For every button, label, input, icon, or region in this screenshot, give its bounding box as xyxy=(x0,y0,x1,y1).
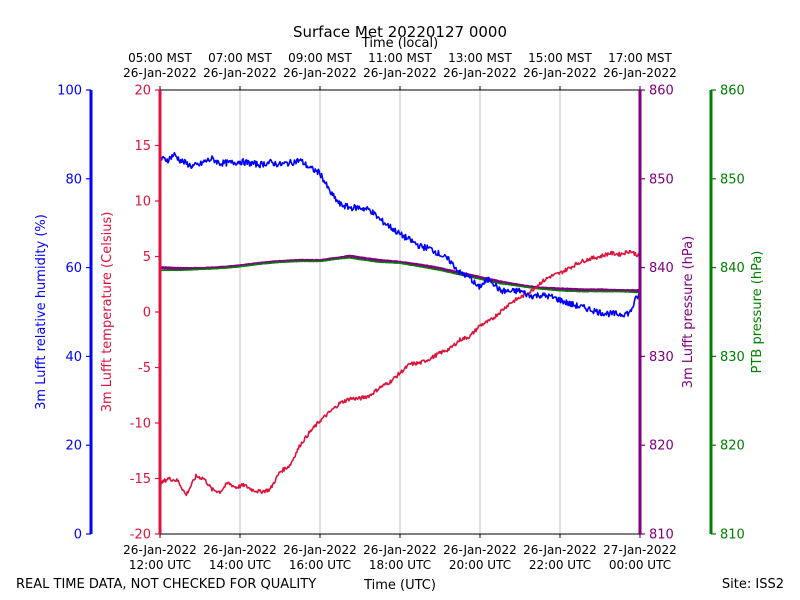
x-tick-label-utc-time: 14:00 UTC xyxy=(209,558,271,572)
x-tick-label-utc-time: 18:00 UTC xyxy=(369,558,431,572)
x-tick-label-utc-time: 00:00 UTC xyxy=(609,558,671,572)
temp-tick-label: 15 xyxy=(134,139,151,154)
lufft-pressure-tick-label: 840 xyxy=(649,261,674,276)
x-tick-label-utc-time: 20:00 UTC xyxy=(449,558,511,572)
temp-tick-label: -5 xyxy=(138,361,151,376)
lufft-pressure-tick-label: 860 xyxy=(649,84,674,99)
x-tick-label-local-date: 26-Jan-2022 xyxy=(363,66,437,80)
ptb-pressure-tick-label: 860 xyxy=(720,84,745,99)
rh-tick-label: 0 xyxy=(74,528,82,543)
series-3m-lufft-relative-humidity xyxy=(159,151,641,318)
x-tick-label-utc-time: 22:00 UTC xyxy=(529,558,591,572)
x-axis-label: Time (UTC) xyxy=(363,578,436,593)
x-tick-label-local-time: 05:00 MST xyxy=(128,51,192,65)
x-tick-label-utc-time: 16:00 UTC xyxy=(289,558,351,572)
site-label: Site: ISS2 xyxy=(722,577,784,592)
x-tick-label-utc-date: 27-Jan-2022 xyxy=(603,543,677,557)
lufft-pressure-tick-label: 820 xyxy=(649,439,674,454)
temp-tick-label: 20 xyxy=(134,84,151,99)
data-series xyxy=(159,151,641,497)
lufft-pressure-tick-label: 850 xyxy=(649,172,674,187)
rh-axis-label: 3m Lufft relative humidity (%) xyxy=(34,214,49,410)
x-tick-label-local-time: 17:00 MST xyxy=(608,51,672,65)
x-tick-label-utc-time: 12:00 UTC xyxy=(129,558,191,572)
rh-tick-label: 40 xyxy=(65,350,82,365)
lufft-pressure-axis-label: 3m Lufft pressure (hPa) xyxy=(681,236,696,388)
temp-tick-label: -15 xyxy=(130,472,151,487)
x-tick-label-local-time: 11:00 MST xyxy=(368,51,432,65)
x-tick-label-local-time: 13:00 MST xyxy=(448,51,512,65)
ptb-pressure-tick-label: 830 xyxy=(720,350,745,365)
ptb-pressure-axis-label: PTB pressure (hPa) xyxy=(750,251,765,374)
x-tick-label-utc-date: 26-Jan-2022 xyxy=(203,543,277,557)
temp-tick-label: 0 xyxy=(143,306,151,321)
x-tick-label-utc-date: 26-Jan-2022 xyxy=(363,543,437,557)
x-tick-label-local-date: 26-Jan-2022 xyxy=(443,66,517,80)
quality-disclaimer: REAL TIME DATA, NOT CHECKED FOR QUALITY xyxy=(16,577,316,592)
x-tick-label-local-date: 26-Jan-2022 xyxy=(603,66,677,80)
ptb-pressure-tick-label: 820 xyxy=(720,439,745,454)
x-tick-label-utc-date: 26-Jan-2022 xyxy=(523,543,597,557)
x-tick-label-local-date: 26-Jan-2022 xyxy=(123,66,197,80)
x-tick-label-utc-date: 26-Jan-2022 xyxy=(443,543,517,557)
x-tick-label-local-date: 26-Jan-2022 xyxy=(523,66,597,80)
rh-tick-label: 80 xyxy=(65,172,82,187)
ptb-pressure-tick-label: 840 xyxy=(720,261,745,276)
temp-tick-label: -10 xyxy=(130,417,151,432)
x-tick-label-local-date: 26-Jan-2022 xyxy=(203,66,277,80)
series-3m-lufft-temperature xyxy=(159,249,641,497)
temp-axis-label: 3m Lufft temperature (Celsius) xyxy=(100,212,115,413)
x-tick-label-local-time: 09:00 MST xyxy=(288,51,352,65)
chart-title: Surface Met 20220127 0000 xyxy=(293,23,507,41)
x-tick-label-utc-date: 26-Jan-2022 xyxy=(283,543,357,557)
x-tick-label-local-time: 07:00 MST xyxy=(208,51,272,65)
x-tick-label-local-time: 15:00 MST xyxy=(528,51,592,65)
lufft-pressure-tick-label: 830 xyxy=(649,350,674,365)
temp-tick-label: 10 xyxy=(134,195,151,210)
temp-tick-label: -20 xyxy=(130,528,151,543)
ptb-pressure-tick-label: 850 xyxy=(720,172,745,187)
rh-tick-label: 20 xyxy=(65,439,82,454)
rh-tick-label: 60 xyxy=(65,261,82,276)
series-ptb-pressure xyxy=(159,257,641,294)
top-axis-label: Time (local) xyxy=(361,36,438,51)
x-tick-label-local-date: 26-Jan-2022 xyxy=(283,66,357,80)
rh-tick-label: 100 xyxy=(57,84,82,99)
x-tick-label-utc-date: 26-Jan-2022 xyxy=(123,543,197,557)
lufft-pressure-tick-label: 810 xyxy=(649,528,674,543)
temp-tick-label: 5 xyxy=(143,250,151,265)
ptb-pressure-tick-label: 810 xyxy=(720,528,745,543)
